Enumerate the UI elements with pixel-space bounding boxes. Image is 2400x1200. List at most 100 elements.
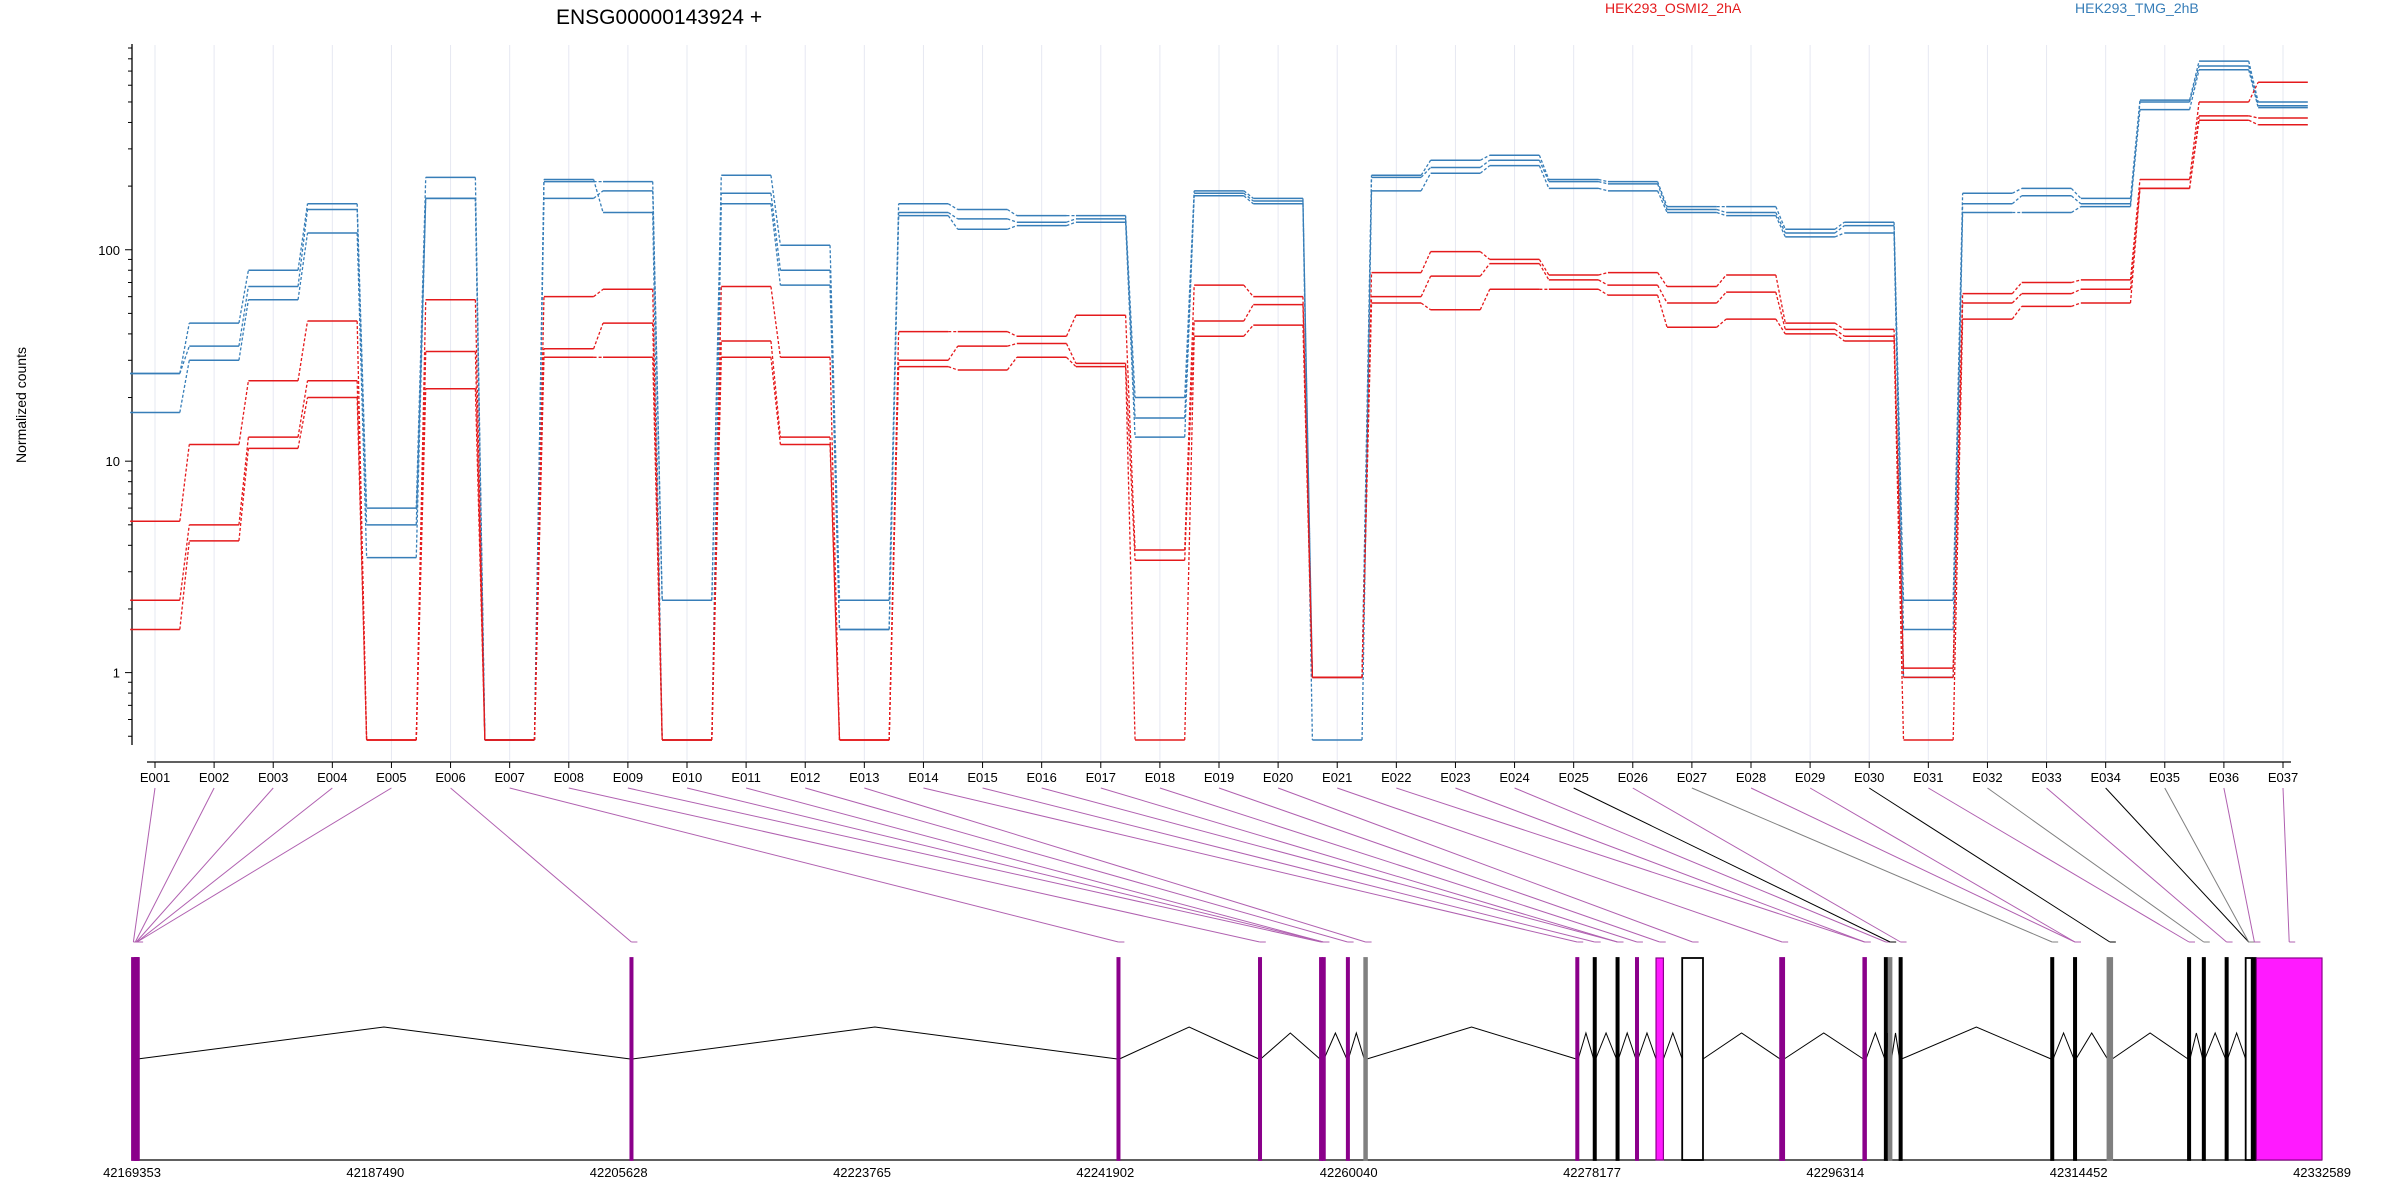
series-connector: [2129, 188, 2141, 304]
exon-label-E034: E034: [2090, 770, 2120, 785]
exon-box: [1779, 957, 1786, 1161]
exon-label-E021: E021: [1322, 770, 1352, 785]
series-connector: [297, 232, 309, 300]
series-connector: [297, 380, 309, 438]
series-connector: [356, 209, 368, 525]
link-E022: [1396, 787, 1865, 943]
series-connector: [1420, 172, 1432, 192]
exon-link-lines: [132, 787, 2296, 943]
exon-label-E013: E013: [849, 770, 879, 785]
series-connector: [593, 288, 604, 298]
series-connector: [2011, 305, 2023, 320]
series-connector: [1834, 232, 1845, 238]
series-connector: [1716, 291, 1727, 304]
series-connector: [1361, 190, 1373, 741]
series-connector: [1243, 304, 1254, 322]
link-E009: [627, 787, 1322, 943]
series-connector: [1657, 284, 1668, 304]
series-connector: [2129, 179, 2141, 280]
series-connector: [1656, 294, 1668, 328]
series-connector: [1007, 331, 1018, 337]
series-connector: [1952, 302, 1964, 678]
series-connector: [770, 286, 782, 358]
exon-box: [1258, 957, 1263, 1161]
link-E021: [1337, 787, 1783, 943]
series-connector: [1775, 318, 1786, 335]
intron-line: [1662, 1031, 1683, 1060]
genome-coord-label: 42278177: [1563, 1165, 1621, 1180]
series-connector: [238, 299, 250, 361]
series-connector: [2071, 279, 2082, 284]
series-connector: [1006, 356, 1018, 371]
exon-box: [1615, 957, 1620, 1161]
link-E003: [135, 787, 274, 943]
series-connector: [2011, 195, 2023, 205]
intron-line: [2189, 1032, 2204, 1060]
exon-box: [1887, 957, 1893, 1161]
series-connector: [947, 215, 959, 230]
exon-label-E019: E019: [1204, 770, 1234, 785]
intron-line: [1119, 1026, 1260, 1060]
series-connector: [2188, 69, 2200, 110]
link-E004: [136, 787, 333, 943]
series-connector: [770, 175, 782, 246]
link-E010: [686, 787, 1324, 943]
series-connector: [1065, 314, 1077, 337]
exon-box: [2187, 957, 2192, 1161]
link-E034: [2105, 787, 2250, 943]
series-connector: [238, 286, 250, 347]
series-connector: [770, 203, 782, 286]
y-tick-label: 1: [113, 666, 120, 681]
intron-line: [1865, 1031, 1886, 1060]
series-connector: [1479, 289, 1491, 311]
series-connector: [1124, 222, 1136, 438]
series-connector: [179, 345, 190, 374]
exon-label-E025: E025: [1558, 770, 1588, 785]
vertical-gridlines: [154, 45, 2284, 760]
exon-label-E003: E003: [258, 770, 288, 785]
exon-label-E011: E011: [731, 770, 760, 785]
exon-label-E018: E018: [1145, 770, 1175, 785]
link-E024: [1514, 787, 1886, 943]
series-connector: [829, 245, 841, 601]
exon-box: [1898, 957, 1903, 1161]
intron-line: [2227, 1031, 2247, 1060]
series-connector: [1066, 218, 1077, 223]
series-connector: [1479, 154, 1491, 161]
series-connector: [1716, 318, 1727, 328]
axes: 1 10 100 E001 E002 E003 E004 E005 E006 E007 E008 E0…: [98, 44, 2298, 785]
series-connector: [297, 209, 309, 287]
series-connector: [415, 351, 427, 741]
intron-line: [1702, 1032, 1781, 1060]
series-connector: [1893, 225, 1905, 630]
exon-box: [2244, 957, 2253, 1161]
exon-box: [2106, 957, 2114, 1161]
exon-box: [1681, 957, 1704, 1161]
exon-label-E005: E005: [376, 770, 406, 785]
series-connector: [2070, 195, 2082, 205]
series-connector: [179, 444, 190, 522]
series-connector: [1538, 263, 1550, 281]
series-connector: [1420, 167, 1432, 178]
exon-label-E015: E015: [967, 770, 997, 785]
intron-line: [1595, 1031, 1617, 1060]
series-connector: [1598, 288, 1609, 296]
exon-label-E026: E026: [1618, 770, 1648, 785]
series-connector: [533, 357, 545, 741]
series-connector: [770, 357, 782, 445]
series-lines: [130, 60, 2308, 741]
exon-label-E022: E022: [1381, 770, 1411, 785]
link-E018: [1159, 787, 1638, 943]
link-E029: [1809, 787, 2076, 943]
y-tick-label: 10: [106, 454, 120, 469]
series-connector: [1479, 251, 1491, 260]
series-connector: [2248, 81, 2259, 103]
y-tick-label: 100: [98, 243, 120, 258]
series-connector: [179, 360, 190, 413]
genome-coord-label: 42223765: [833, 1165, 891, 1180]
genome-coord-label: 42296314: [1806, 1165, 1864, 1180]
series-connector: [1243, 190, 1254, 199]
intron-line: [632, 1026, 1118, 1060]
exon-label-E008: E008: [554, 770, 584, 785]
series-connector: [888, 366, 900, 741]
